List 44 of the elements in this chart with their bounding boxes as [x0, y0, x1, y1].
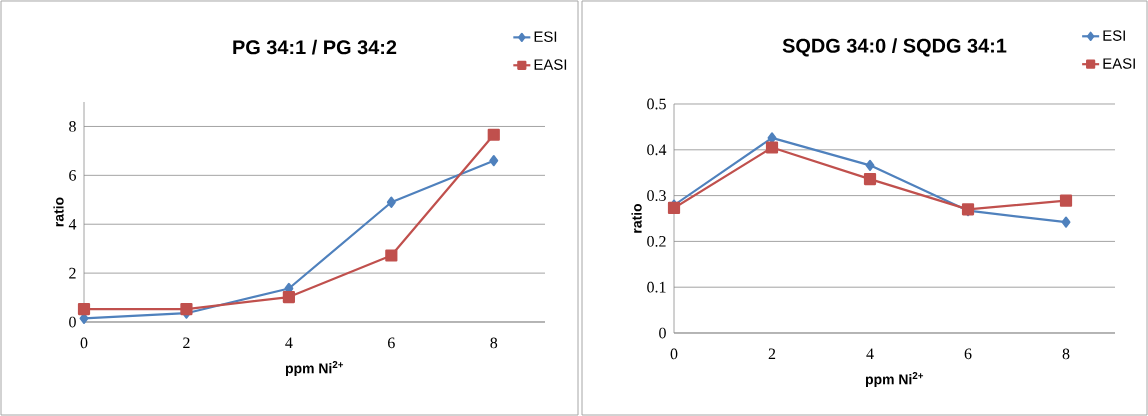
point	[487, 128, 500, 141]
point	[282, 290, 295, 304]
point	[386, 196, 396, 208]
x-tick-label: 4	[285, 337, 293, 349]
y-tick-label: 4	[68, 218, 77, 230]
x-tick-label: 2	[768, 348, 776, 360]
point	[865, 159, 875, 171]
x-axis-title: ppm Ni$^{2+}$	[865, 372, 924, 388]
y-tick-label: 0	[69, 316, 76, 328]
y-tick-label: 6	[69, 169, 77, 181]
x-tick-label: 6	[964, 348, 972, 360]
y-axis-title: ratio	[53, 197, 64, 227]
x-tick-label: 2	[183, 337, 190, 349]
legend-label: ESI	[1103, 30, 1125, 41]
legend-label: ESI	[534, 31, 557, 42]
y-tick-label: 0.3	[647, 190, 666, 201]
y-tick-label: 0.2	[647, 235, 666, 247]
point	[667, 201, 681, 215]
point	[1061, 216, 1071, 228]
x-axis-title: ppm Ni$^{2+}$	[285, 361, 344, 377]
y-tick-label: 8	[69, 121, 76, 132]
chart-title: SQDG 34:0 / SQDG 34:1	[782, 38, 1007, 57]
legend-label: EASI	[534, 59, 567, 70]
x-tick-label: 8	[1062, 348, 1070, 360]
point	[765, 141, 779, 154]
y-tick-label: 0.4	[647, 144, 667, 156]
x-tick-label: 0	[670, 348, 678, 360]
point	[489, 155, 499, 167]
y-axis-title: ratio	[631, 203, 642, 233]
x-tick-label: 8	[490, 337, 498, 349]
y-tick-label: 0	[659, 327, 666, 339]
chart-title: PG 34:1 / PG 34:2	[233, 39, 397, 55]
x-tick-label: 6	[388, 337, 395, 349]
x-tick-label: 4	[866, 348, 874, 360]
y-tick-label: 0.5	[647, 98, 666, 110]
y-tick-label: 2	[69, 267, 76, 279]
y-tick-label: 0.1	[647, 281, 666, 293]
point	[863, 173, 877, 186]
point	[180, 302, 193, 316]
x-tick-label: 0	[80, 337, 88, 349]
legend-label: EASI	[1103, 58, 1135, 69]
point	[385, 249, 398, 262]
point	[1059, 194, 1073, 207]
point	[77, 302, 91, 316]
